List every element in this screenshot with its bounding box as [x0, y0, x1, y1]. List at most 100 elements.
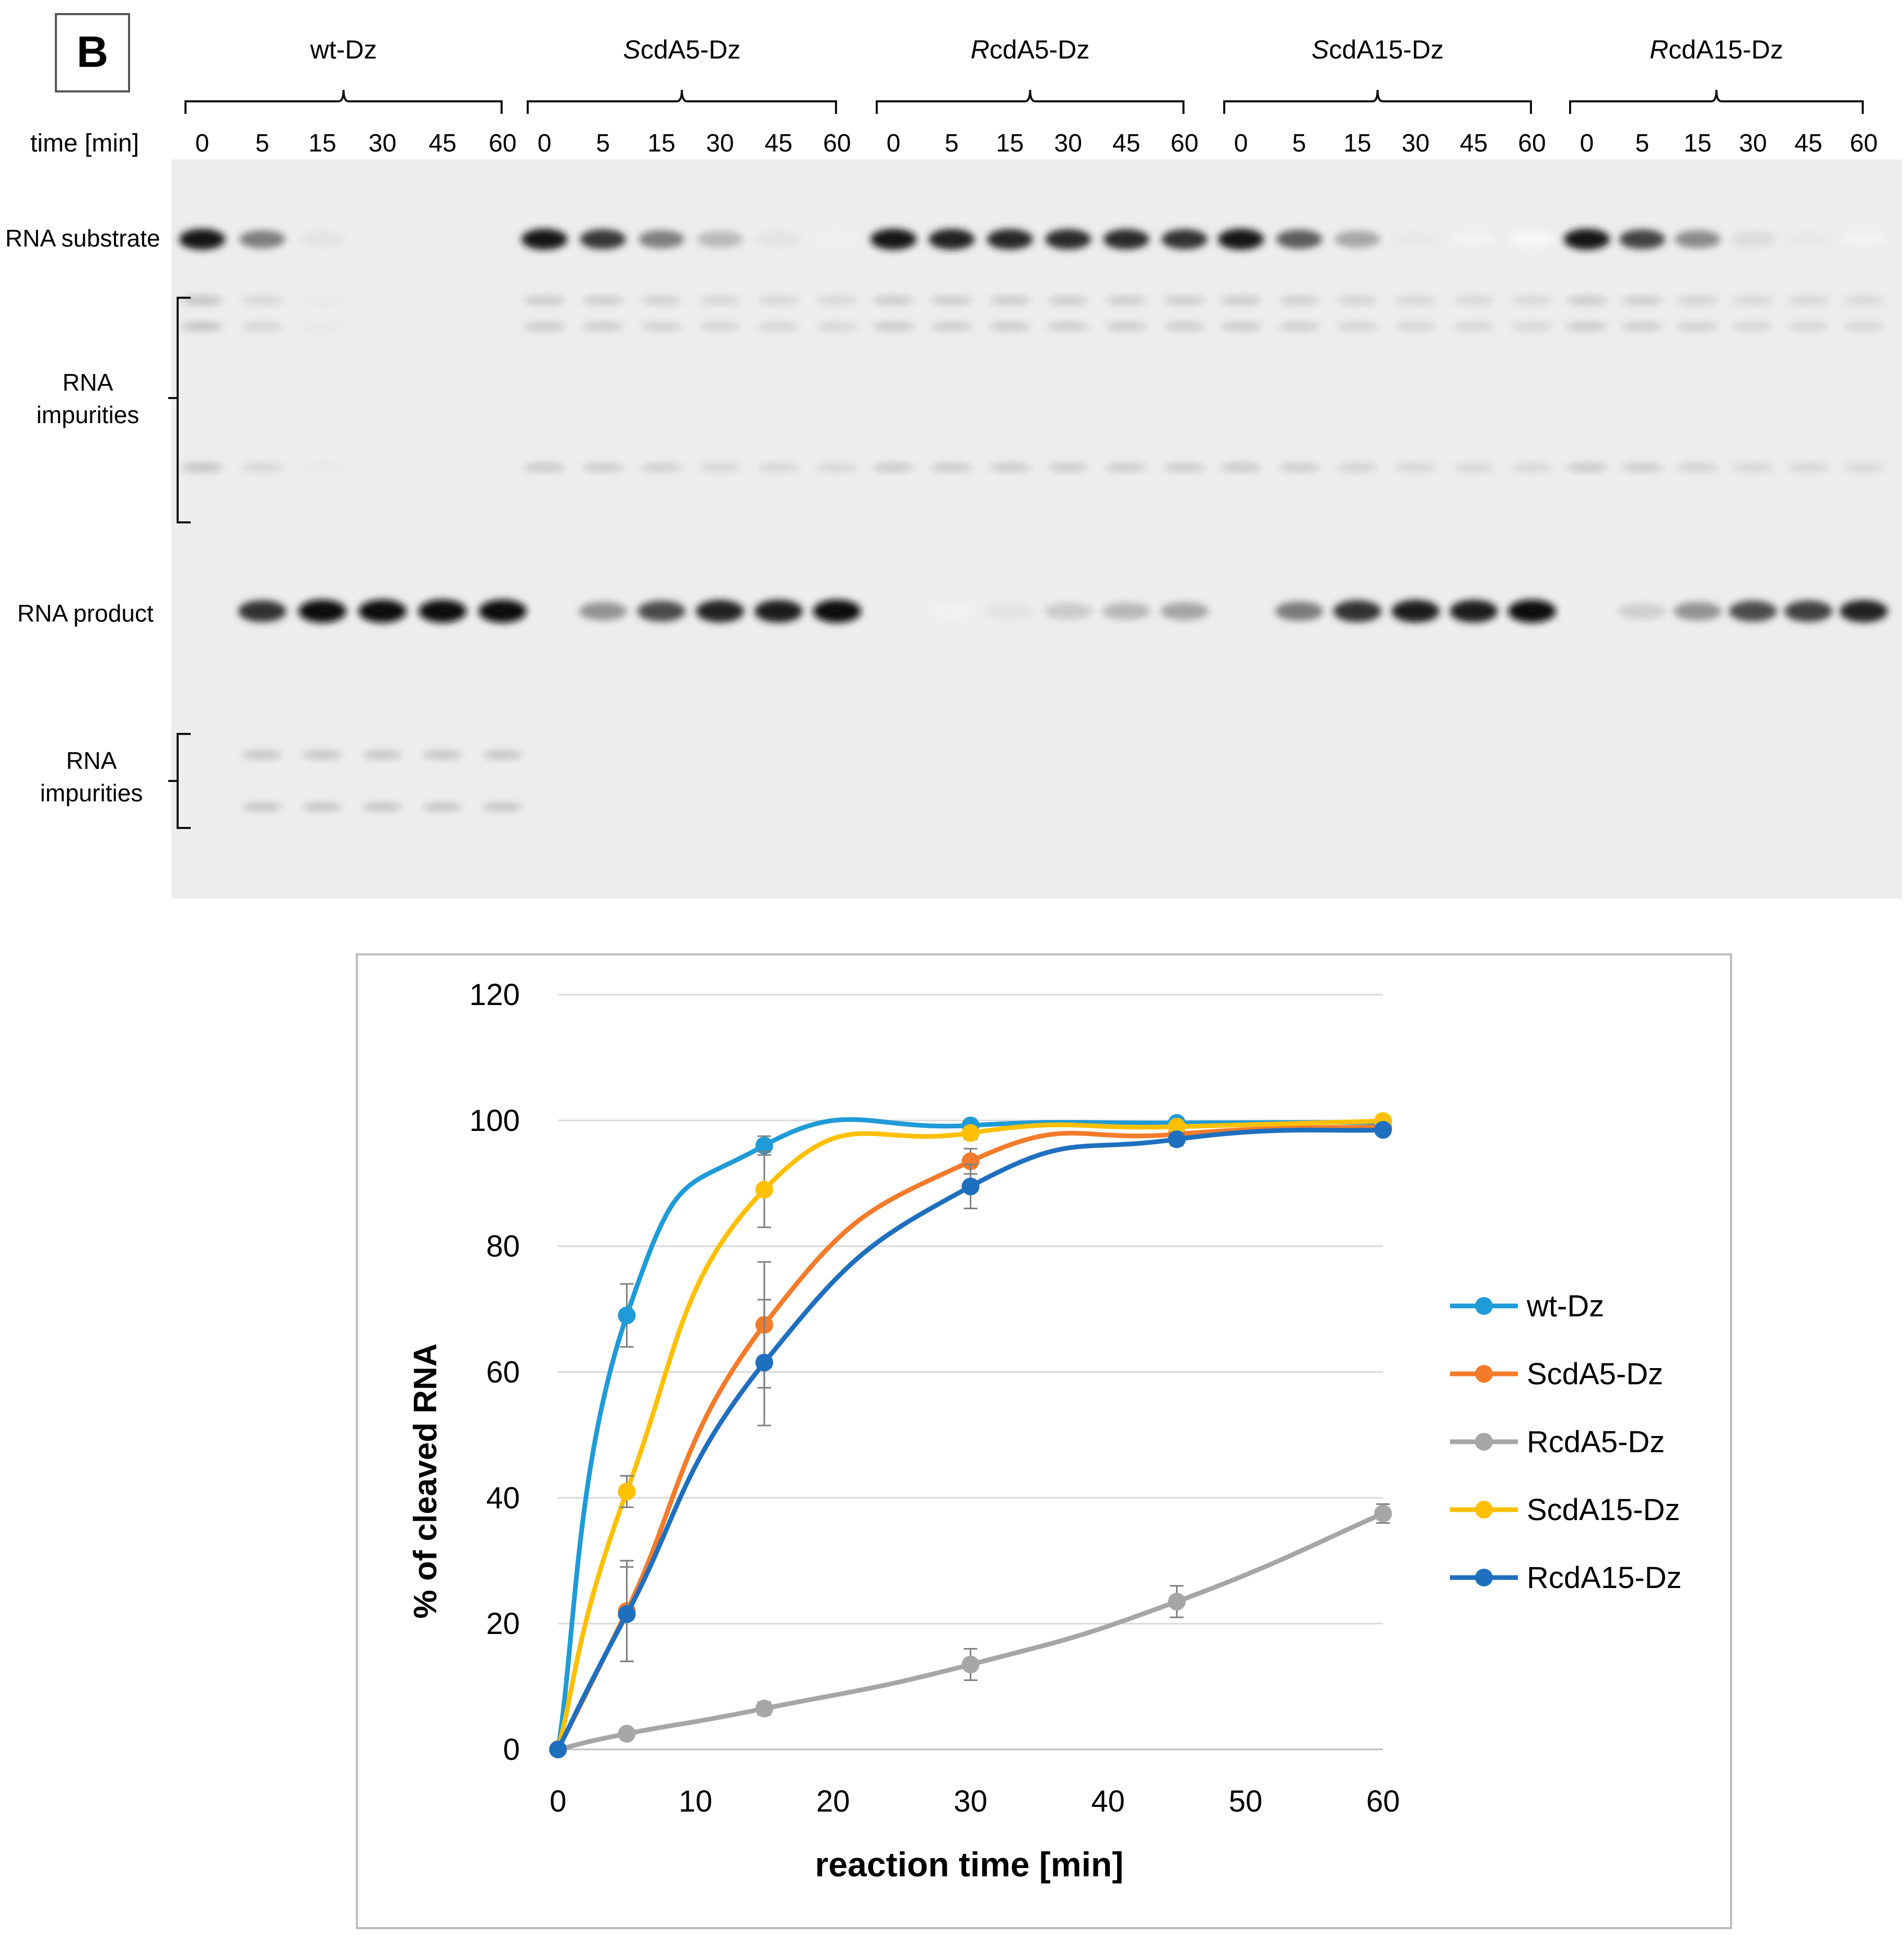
time-label: 30 [706, 130, 734, 157]
impurity-band [1511, 322, 1553, 331]
time-label: 45 [428, 130, 456, 157]
group-brace-4 [1569, 89, 1864, 114]
time-label: 60 [489, 130, 516, 157]
impurity-band [758, 296, 799, 305]
impurity-band [1220, 296, 1262, 305]
time-label: 15 [308, 130, 336, 157]
group-title-rest: cdA15-Dz [1668, 35, 1783, 64]
product-band [1840, 600, 1888, 623]
x-tick-label: 40 [1091, 1784, 1125, 1818]
gel-panel: B time [min] wt-Dz 0 5 15 30 45 60 ScdA5-Dz 0 5 15… [5, 13, 1902, 898]
data-point [618, 1605, 636, 1624]
group-title-rest: cdA5-Dz [641, 35, 741, 64]
group-title-rest: cdA5-Dz [990, 35, 1090, 64]
substrate-band [1045, 229, 1092, 250]
time-label: 0 [538, 130, 552, 157]
legend-label: ScdA5-Dz [1527, 1357, 1663, 1391]
impurity-band [524, 463, 565, 472]
group-title-prefix: R [971, 35, 990, 64]
product-band [754, 600, 803, 623]
product-band [1333, 600, 1381, 622]
data-point [618, 1482, 636, 1501]
band-label-substrate: RNA substrate [5, 225, 160, 252]
impurity-band [1164, 322, 1205, 331]
series-rcda15-dz [549, 1120, 1392, 1758]
product-band [813, 600, 861, 623]
product-band [985, 603, 1034, 619]
band-label-impurities-bottom-line1: RNA [66, 747, 117, 774]
y-tick-labels: 0 20 40 60 80 100 120 [469, 978, 520, 1767]
impurity-band [483, 802, 523, 812]
time-label: 60 [1518, 130, 1546, 157]
impurity-band [181, 296, 223, 305]
data-point [618, 1306, 636, 1325]
impurity-band [641, 296, 682, 305]
impurity-band [524, 322, 565, 331]
impurity-band [1453, 322, 1495, 331]
impurity-band [1047, 296, 1089, 305]
product-band [1275, 601, 1323, 621]
impurity-band [1164, 463, 1205, 472]
impurity-band [1336, 463, 1378, 472]
impurity-band [1336, 322, 1378, 331]
legend-item-rcda5-dz: RcdA5-Dz [1450, 1425, 1665, 1459]
time-label: 0 [1580, 130, 1594, 157]
substrate-band [1730, 231, 1776, 247]
substrate-band [1564, 229, 1610, 250]
legend-swatch-marker [1475, 1365, 1493, 1383]
substrate-band [814, 231, 860, 247]
impurity-band [1787, 463, 1829, 472]
impurity-band [1732, 322, 1774, 331]
gel-bands [179, 229, 1888, 812]
substrate-band [986, 229, 1033, 250]
impurity-band [423, 750, 462, 760]
time-label: 60 [1170, 130, 1198, 157]
group-title-rest: wt-Dz [310, 35, 377, 64]
impurity-band [873, 463, 914, 472]
substrate-band [1276, 229, 1322, 249]
product-band [1044, 603, 1093, 620]
time-label: 0 [195, 130, 210, 157]
impurity-band [1843, 322, 1885, 331]
impurity-band [1105, 296, 1147, 305]
panel-label: B [77, 27, 109, 76]
x-tick-label: 20 [816, 1784, 850, 1818]
legend-item-scda15-dz: ScdA15-Dz [1450, 1493, 1680, 1527]
impurity-band [363, 802, 402, 812]
product-band [419, 600, 467, 623]
legend-swatch-marker [1475, 1569, 1493, 1586]
data-point [961, 1152, 980, 1171]
band-label-impurities-top-line1: RNA [62, 369, 113, 396]
impurity-band [758, 322, 799, 331]
impurity-band [181, 322, 223, 331]
data-point [1168, 1593, 1186, 1611]
impurity-band [816, 296, 858, 305]
group-title-prefix: S [623, 35, 640, 64]
impurity-band [1278, 296, 1320, 305]
time-label: 30 [1054, 130, 1082, 157]
product-band [579, 602, 627, 621]
impurity-band [303, 802, 342, 812]
impurity-band [301, 322, 343, 331]
product-band [1449, 600, 1498, 623]
substrate-band [1785, 231, 1831, 247]
bracket-impurities-top [168, 297, 191, 523]
impurity-band [1453, 296, 1495, 305]
legend-item-scda5-dz: ScdA5-Dz [1450, 1357, 1663, 1391]
time-label: 0 [1234, 130, 1248, 157]
time-label: 30 [368, 130, 396, 157]
product-band [238, 600, 286, 622]
impurity-band [816, 463, 858, 472]
substrate-band [299, 231, 345, 247]
group-title-prefix: S [1311, 35, 1329, 64]
y-tick-label: 120 [469, 978, 520, 1012]
impurity-band [242, 750, 282, 760]
legend-swatch-marker [1475, 1297, 1493, 1315]
product-band [1784, 600, 1832, 622]
substrate-band [239, 230, 285, 249]
group-title-1: ScdA5-Dz [623, 35, 740, 64]
y-tick-label: 0 [503, 1733, 520, 1767]
x-axis-label: reaction time [min] [815, 1845, 1123, 1884]
impurity-band [242, 802, 282, 812]
substrate-band [580, 229, 626, 250]
